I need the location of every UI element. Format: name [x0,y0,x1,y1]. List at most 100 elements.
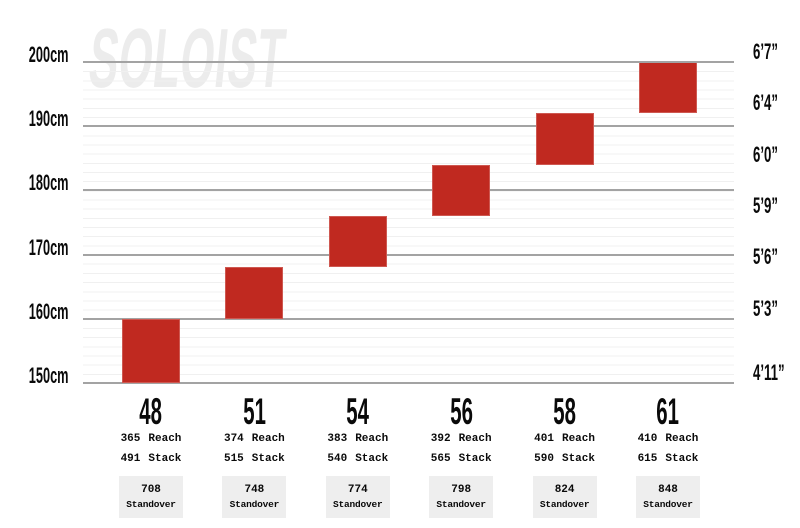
standover-value: 708 [141,484,161,496]
size-label: 48 [139,391,163,432]
axis-tick-ftin: 5’6” [753,244,795,270]
axis-tick-ftin: 6’4” [753,90,795,116]
major-gridline [83,125,734,128]
standover-box: 798 Standover [429,476,494,518]
stack-label: Stack [251,453,285,465]
size-column: 56 392 Reach 565 Stack 798 Standover [416,391,506,518]
reach-row: 410 Reach [638,433,699,446]
size-column: 58 401 Reach 590 Stack 824 Standover [520,391,610,518]
standover-label: Standover [539,499,590,510]
standover-box: 824 Standover [532,476,597,518]
axis-tick-cm-label: 200cm [28,42,69,67]
major-gridline [83,253,734,256]
reach-value: 410 [637,433,658,445]
axis-tick-cm: 170cm [0,236,69,258]
size-label: 61 [656,391,680,432]
axis-tick-ftin-label: 5’3” [753,295,778,321]
plot-area [83,61,734,385]
size-label: 51 [243,391,266,432]
axis-tick-ftin: 6’7” [753,41,795,63]
reach-value: 374 [223,433,244,445]
stack-value: 515 [223,453,244,465]
reach-label: Reach [251,433,285,445]
standover-box: 748 Standover [222,476,287,518]
standover-value: 824 [554,484,575,496]
stack-label: Stack [561,453,595,465]
standover-label: Standover [333,499,383,510]
size-column: 61 410 Reach 615 Stack 848 Standover [623,391,713,518]
axis-tick-ftin: 5’3” [753,295,795,321]
size-bar [535,113,594,165]
stack-value: 540 [327,453,348,465]
axis-tick-ftin: 5’9” [753,195,795,217]
axis-tick-cm: 200cm [0,44,69,66]
stack-row: 590 Stack [534,453,595,466]
stack-label: Stack [355,453,389,465]
reach-label: Reach [561,433,595,445]
axis-tick-cm-label: 180cm [28,170,69,196]
stack-row: 615 Stack [638,453,699,466]
standover-box: 848 Standover [636,476,700,518]
stack-value: 615 [637,453,658,465]
standover-box: 708 Standover [119,476,183,518]
standover-label: Standover [436,499,486,510]
stack-row: 565 Stack [431,453,492,466]
axis-tick-ftin-label: 4’11” [753,360,785,385]
reach-label: Reach [148,433,182,445]
axis-tick-ftin-label: 6’4” [753,90,778,116]
size-bar [328,216,387,268]
stack-value: 491 [120,453,141,465]
reach-label: Reach [458,433,492,445]
axis-tick-cm: 180cm [0,172,69,194]
major-gridline [83,382,734,384]
size-bar [122,318,180,383]
axis-tick-ftin: 6’0” [753,141,795,167]
axis-tick-ftin-label: 5’6” [753,244,778,270]
size-bar [225,267,284,319]
axis-tick-cm-label: 170cm [28,234,69,260]
reach-row: 401 Reach [534,433,595,446]
axis-tick-cm-label: 190cm [28,106,69,132]
stack-row: 540 Stack [327,453,388,466]
stack-row: 515 Stack [224,453,285,466]
axis-tick-cm: 160cm [0,300,69,322]
stack-value: 565 [430,453,451,465]
size-column: 54 383 Reach 540 Stack 774 Standover [313,393,403,518]
reach-label: Reach [665,433,699,445]
standover-value: 774 [347,484,368,496]
reach-row: 365 Reach [121,433,182,446]
size-bar [639,62,697,114]
reach-row: 374 Reach [224,433,285,446]
standover-value: 848 [658,484,678,496]
major-gridline [83,61,734,63]
stack-label: Stack [665,453,699,465]
axis-tick-cm-label: 150cm [28,363,69,388]
standover-label: Standover [229,499,280,510]
reach-row: 392 Reach [431,433,492,446]
size-column: 48 365 Reach 491 Stack 708 Standover [106,391,196,518]
reach-value: 365 [120,433,141,445]
axis-tick-cm: 190cm [0,108,69,130]
size-label: 56 [449,391,473,432]
major-gridline [83,317,734,320]
major-gridline [83,189,734,192]
stack-label: Stack [148,453,182,465]
standover-value: 748 [244,484,265,496]
size-label: 58 [553,391,576,432]
size-bar [432,164,491,217]
stack-row: 491 Stack [121,453,182,466]
standover-label: Standover [126,499,176,510]
axis-tick-ftin: 4’11” [753,360,800,385]
standover-box: 774 Standover [325,476,390,518]
reach-value: 392 [430,433,451,445]
minor-gridlines [83,62,734,383]
axis-tick-cm: 150cm [0,365,69,387]
size-column: 51 374 Reach 515 Stack 748 Standover [209,391,299,518]
standover-value: 798 [451,484,472,496]
standover-label: Standover [643,499,693,510]
axis-tick-ftin-label: 6’0” [753,141,778,167]
reach-value: 401 [534,433,554,445]
reach-label: Reach [355,433,389,445]
stack-label: Stack [458,453,492,465]
